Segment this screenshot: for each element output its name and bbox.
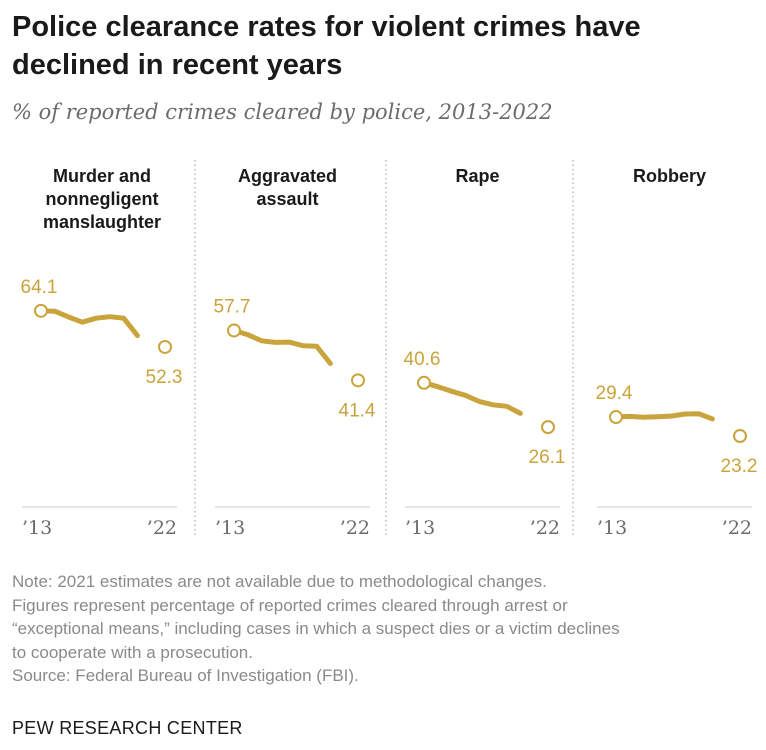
panel-title-line: assault	[256, 189, 318, 209]
notes-block: Note: 2021 estimates are not available d…	[12, 570, 762, 688]
note-line: Note: 2021 estimates are not available d…	[12, 572, 547, 591]
panel-title-line: Murder and	[53, 166, 151, 186]
panel-title-line: Rape	[455, 166, 499, 186]
series-line	[613, 411, 715, 422]
x-tick-label: ’13	[405, 517, 435, 539]
end-point-marker	[351, 373, 365, 388]
start-value-label: 64.1	[21, 277, 58, 298]
end-value-label: 26.1	[529, 447, 566, 468]
end-value-label: 41.4	[339, 400, 376, 421]
x-tick-label: ’22	[340, 517, 370, 539]
panel-title-line: manslaughter	[43, 212, 161, 232]
note-line: “exceptional means,” including cases in …	[12, 619, 620, 638]
source-line: Source: Federal Bureau of Investigation …	[12, 666, 359, 685]
panel-title-line: Robbery	[633, 166, 706, 186]
start-value-label: 57.7	[214, 296, 251, 317]
x-tick-label: ’13	[597, 517, 627, 539]
series-line	[38, 308, 140, 339]
x-tick-label: ’22	[530, 517, 560, 539]
chart-subtitle: % of reported crimes cleared by police, …	[12, 100, 553, 124]
end-point-marker	[541, 420, 555, 435]
start-value-label: 40.6	[404, 349, 441, 370]
series-line	[231, 327, 333, 366]
footer-brand: PEW RESEARCH CENTER	[12, 718, 243, 738]
note-line: to cooperate with a prosecution.	[12, 642, 253, 662]
start-point-marker	[609, 410, 623, 425]
x-tick-label: ’22	[722, 517, 752, 539]
series-line	[421, 380, 523, 416]
panel-title-line: nonnegligent	[46, 189, 159, 209]
x-tick-label: ’13	[22, 517, 52, 539]
start-point-marker	[227, 323, 241, 338]
panel-title-line: Aggravated	[238, 166, 337, 186]
end-point-marker	[733, 429, 747, 444]
end-value-label: 52.3	[146, 367, 183, 388]
small-multiples-chart: Murder and nonnegligent manslaughter 64.1 52…	[21, 160, 758, 539]
chart-title: Police clearance rates for violent crime…	[12, 11, 641, 81]
start-point-marker	[417, 375, 431, 390]
start-point-marker	[34, 303, 48, 318]
x-tick-label: ’13	[215, 517, 245, 539]
start-value-label: 29.4	[596, 383, 633, 404]
end-point-marker	[158, 339, 172, 354]
end-value-label: 23.2	[721, 456, 758, 477]
x-tick-label: ’22	[147, 517, 177, 539]
note-line: Figures represent percentage of reported…	[12, 595, 568, 615]
